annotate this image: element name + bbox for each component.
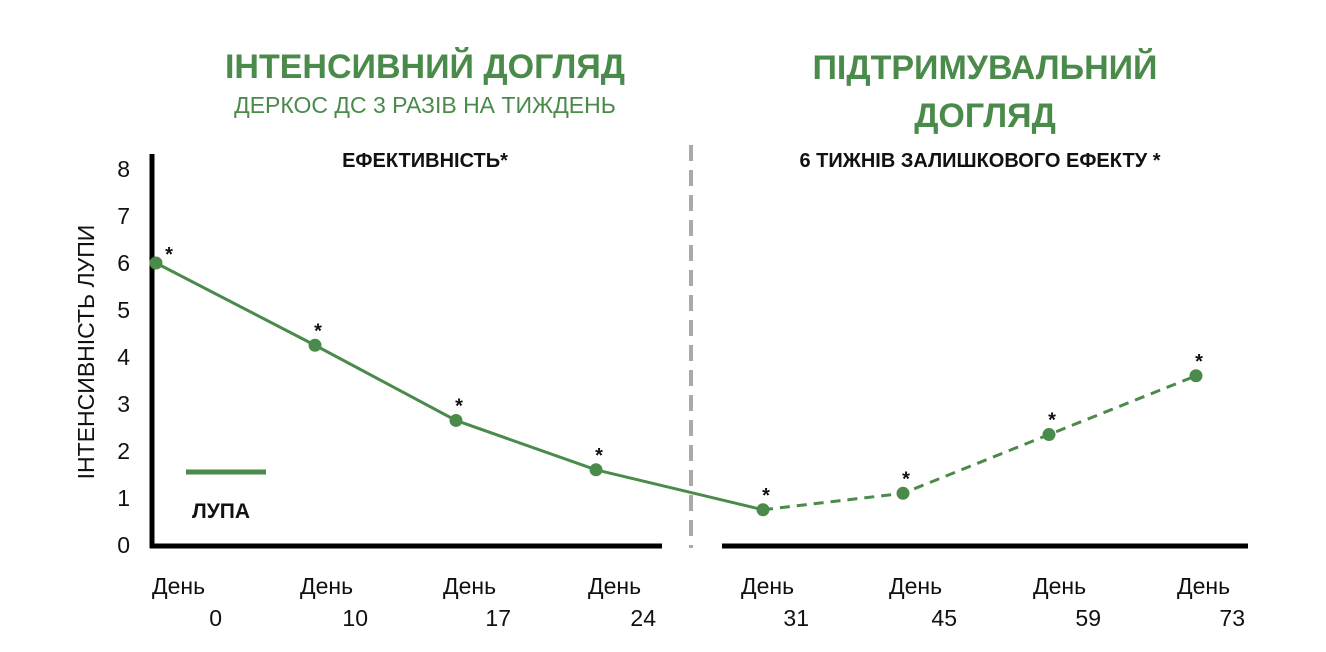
x-tick-number: 31 [783, 605, 809, 631]
significance-marker: * [314, 320, 322, 342]
x-tick-label: День 24 [588, 570, 656, 634]
legend-label: ЛУПА [192, 500, 251, 523]
data-point [1189, 369, 1203, 383]
x-tick-word: День [741, 573, 795, 599]
x-tick-label: День 59 [1033, 570, 1101, 634]
significance-marker: * [902, 468, 910, 490]
x-tick-label: День 10 [300, 570, 368, 634]
x-tick-number: 73 [1219, 605, 1245, 631]
x-tick-word: День [1177, 573, 1231, 599]
x-tick-label: День 73 [1177, 570, 1245, 634]
x-tick-number: 24 [630, 605, 656, 631]
data-point [756, 503, 770, 517]
x-tick-word: День [889, 573, 943, 599]
y-tick-label: 1 [117, 485, 130, 511]
maintenance-title-line-1: ПІДТРИМУВАЛЬНИЙ [812, 49, 1158, 87]
x-tick-label: День 17 [443, 570, 511, 634]
data-point [1042, 428, 1056, 442]
significance-marker: * [595, 445, 603, 467]
x-tick-word: День [588, 573, 642, 599]
data-point [896, 486, 910, 500]
y-tick-label: 0 [117, 532, 130, 558]
x-tick-word: День [443, 573, 497, 599]
x-tick-number: 45 [931, 605, 957, 631]
significance-marker: * [762, 485, 770, 507]
residual-effect-section-label: 6 ТИЖНІВ ЗАЛИШКОВОГО ЕФЕКТУ * [799, 150, 1161, 172]
efficacy-section-label: ЕФЕКТИВНІСТЬ* [342, 150, 508, 172]
intensive-care-title: ІНТЕНСИВНИЙ ДОГЛЯД [224, 48, 626, 86]
y-tick-label: 2 [117, 438, 130, 464]
y-tick-label: 3 [117, 391, 130, 417]
x-tick-label: День 45 [889, 570, 957, 634]
x-tick-number: 10 [342, 605, 368, 631]
x-tick-label: День 31 [741, 570, 809, 634]
x-tick-number: 0 [209, 605, 222, 631]
x-tick-number: 17 [485, 605, 511, 631]
significance-marker: * [165, 244, 173, 266]
data-point [449, 413, 463, 427]
significance-marker: * [1048, 410, 1056, 432]
x-tick-word: День [1033, 573, 1087, 599]
series-line-dashed [762, 374, 1197, 512]
significance-marker: * [1195, 351, 1203, 373]
y-tick-label: 8 [117, 156, 130, 182]
data-point [589, 463, 603, 477]
data-point [308, 338, 322, 352]
maintenance-title-line-2: ДОГЛЯД [914, 97, 1056, 135]
x-tick-word: День [152, 573, 206, 599]
y-tick-label: 4 [117, 344, 130, 370]
intensive-care-subtitle: ДЕРКОС ДС 3 РАЗІВ НА ТИЖДЕНЬ [234, 92, 616, 118]
y-tick-label: 7 [117, 203, 130, 229]
y-tick-label: 6 [117, 250, 130, 276]
x-tick-label: День 0 [152, 570, 222, 634]
y-tick-label: 5 [117, 297, 130, 323]
maintenance-care-title: ПІДТРИМУВАЛЬНИЙ ДОГЛЯД [770, 44, 1200, 140]
x-tick-number: 59 [1075, 605, 1101, 631]
x-tick-word: День [300, 573, 354, 599]
significance-marker: * [455, 395, 463, 417]
data-point [149, 256, 163, 270]
